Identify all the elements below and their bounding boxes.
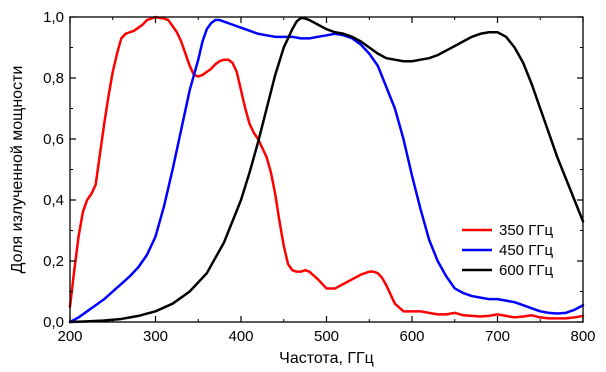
x-tick-label: 300	[143, 328, 168, 345]
series-line-1	[68, 15, 585, 320]
legend-label: 450 ГГц	[499, 242, 553, 259]
x-axis-label: Частота, ГГц	[279, 350, 374, 367]
series-line-2	[68, 18, 585, 324]
y-tick-label: 0,0	[43, 314, 64, 331]
x-tick-label: 700	[485, 328, 510, 345]
y-tick-label: 0,2	[43, 253, 64, 270]
y-tick-label: 1,0	[43, 9, 64, 26]
y-tick-label: 0,8	[43, 70, 64, 87]
x-tick-label: 400	[228, 328, 253, 345]
x-tick-label: 800	[570, 328, 595, 345]
legend: 350 ГГц 450 ГГц 600 ГГц	[462, 222, 553, 279]
y-axis-label: Доля излученной мощности	[9, 66, 26, 274]
x-tick-label: 200	[57, 328, 82, 345]
series-layer	[68, 15, 585, 324]
y-tick-label: 0,6	[43, 131, 64, 148]
legend-label: 350 ГГц	[499, 222, 553, 239]
x-tick-label: 600	[399, 328, 424, 345]
legend-label: 600 ГГц	[499, 262, 553, 279]
y-tick-label: 0,4	[43, 192, 64, 209]
x-tick-label: 500	[314, 328, 339, 345]
series-line-3	[68, 16, 585, 324]
ticks-layer: 200 300 400 500 600 700 800 0,0 0,2 0,4 0,6 0,8 1,0	[43, 9, 595, 345]
